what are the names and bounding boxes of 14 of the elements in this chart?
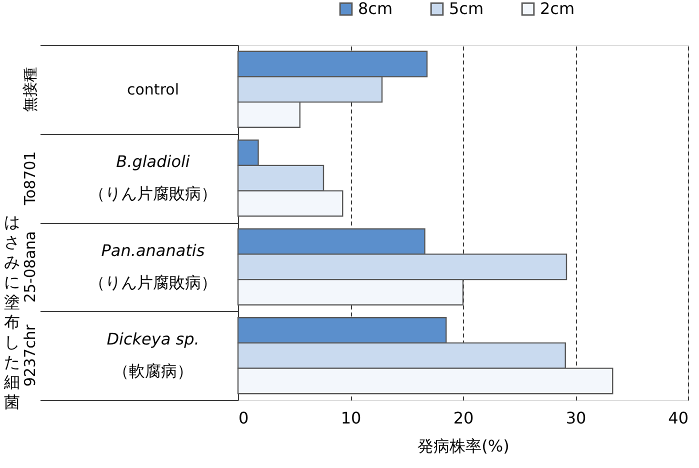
category-label: 無接種 control	[21, 66, 179, 112]
x-tick-label: 10	[340, 408, 362, 428]
x-tick-label: 0	[238, 408, 249, 428]
legend-label: 5cm	[449, 0, 484, 18]
legend-label: 8cm	[358, 0, 393, 18]
category-label: To8701 B.gladioli （りん片腐敗病）	[21, 151, 217, 206]
x-tick-label: 20	[453, 408, 474, 428]
x-tick-label: 40	[668, 408, 688, 428]
x-axis-title: 発病株率(%)	[418, 436, 510, 456]
x-tick-label: 30	[566, 408, 586, 428]
category-label: 25-08ana Pan.ananatis （りん片腐敗病）	[21, 231, 217, 303]
legend-label: 2cm	[540, 0, 575, 18]
category-label: 9237chr Dickeya sp. （軟腐病）	[21, 324, 200, 387]
text: はさみに塗布した細菌	[4, 212, 20, 412]
